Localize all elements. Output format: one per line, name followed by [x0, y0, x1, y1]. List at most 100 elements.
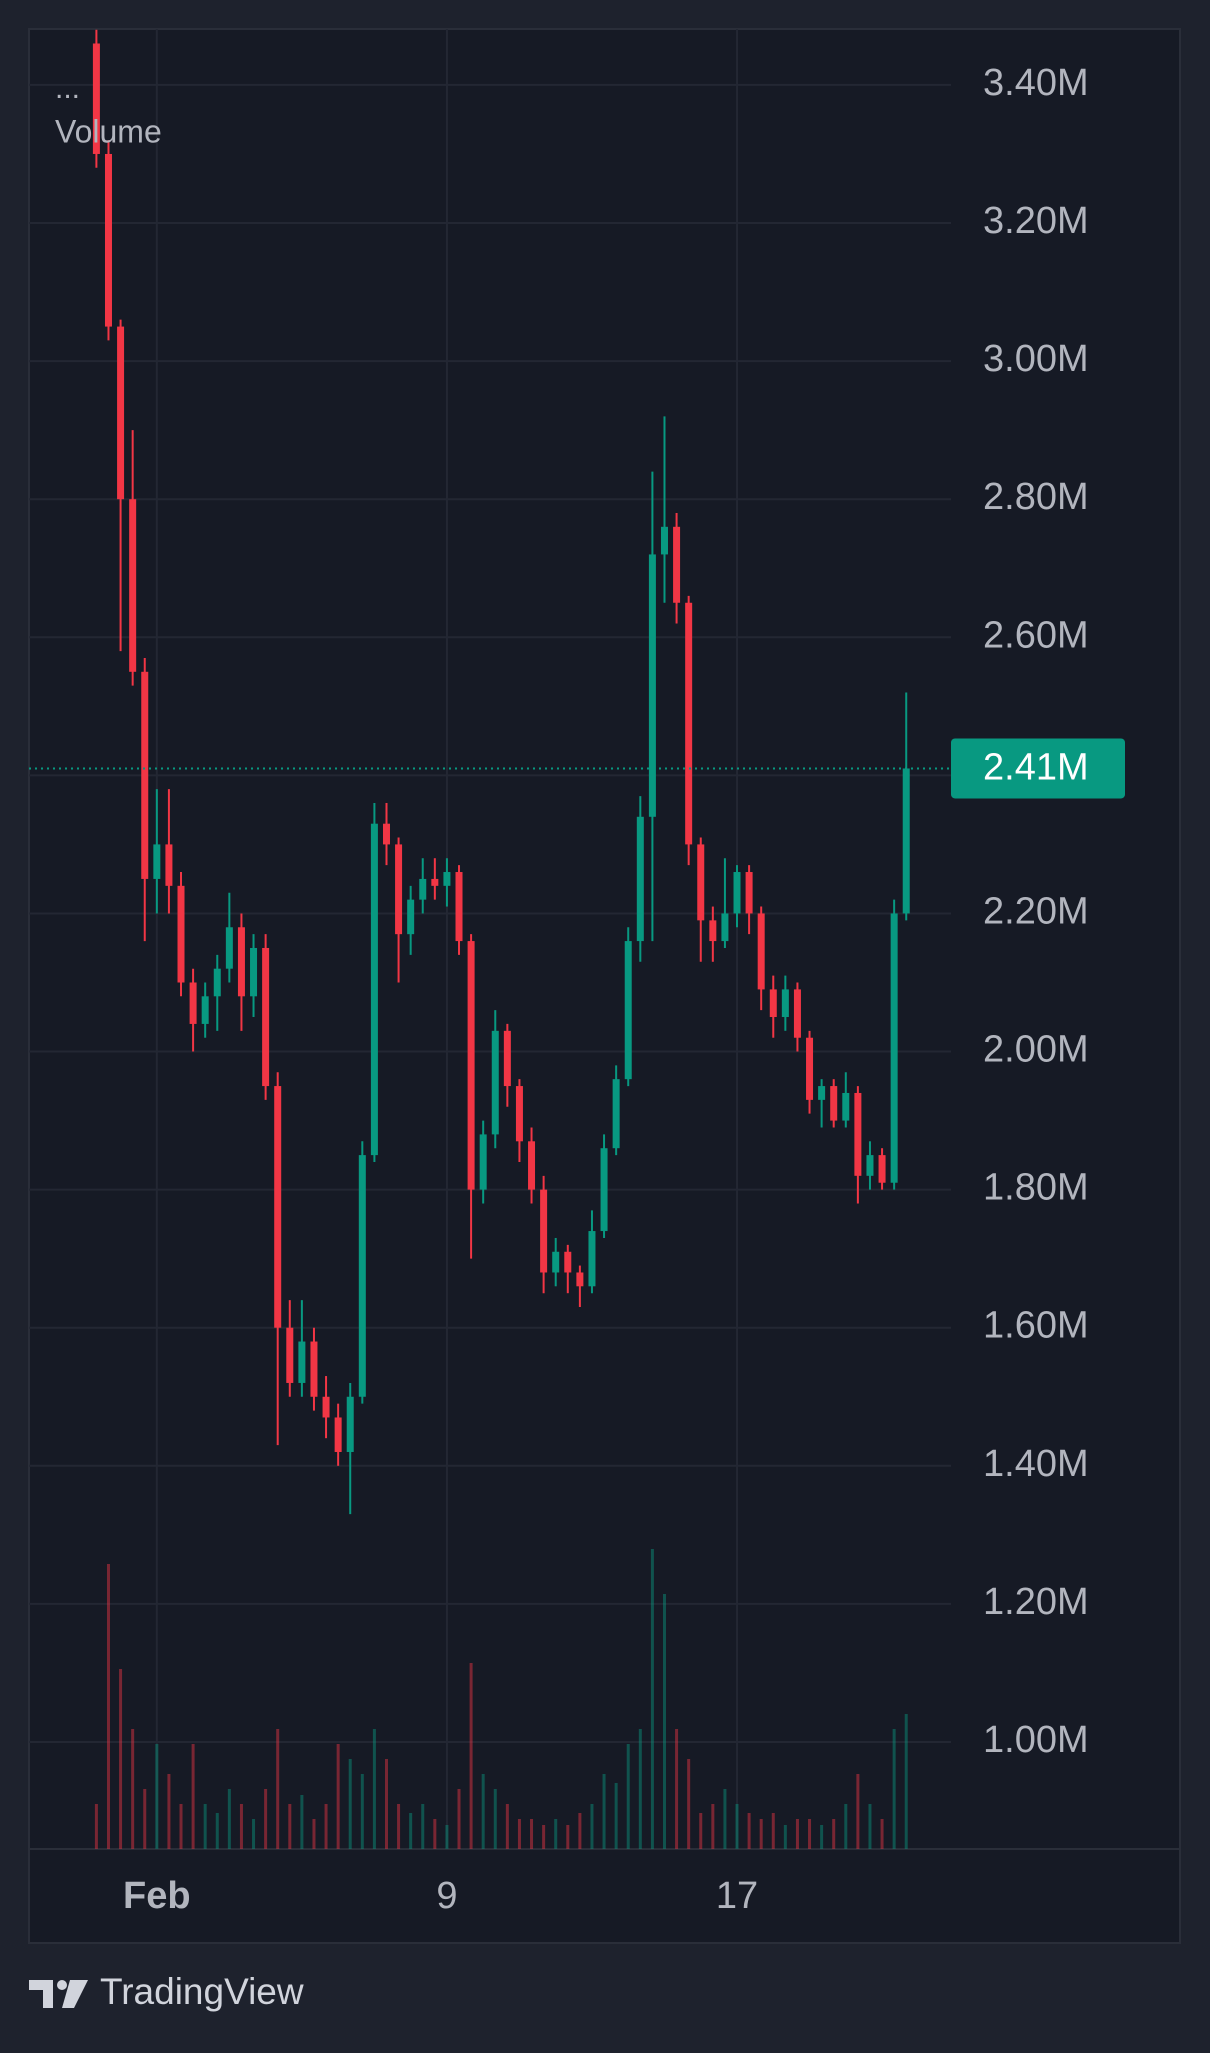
volume-bar — [820, 1825, 824, 1849]
candle-body — [262, 947, 270, 1087]
volume-bar — [723, 1789, 727, 1849]
candle-body — [697, 844, 705, 921]
volume-bar — [880, 1819, 884, 1849]
volume-bar — [699, 1813, 703, 1849]
volume-bar — [421, 1804, 425, 1849]
brand-logo — [29, 1980, 88, 2008]
candle-body — [685, 602, 693, 845]
candle-body — [479, 1134, 487, 1190]
candle-body — [588, 1231, 596, 1287]
candles — [29, 29, 951, 1515]
volume-bar — [735, 1804, 739, 1849]
volume-bar — [808, 1819, 812, 1849]
volume-bar — [167, 1774, 171, 1849]
x-tick-label: 9 — [436, 1875, 457, 1917]
candle-body — [201, 996, 209, 1024]
legend-volume: Volume — [55, 113, 162, 149]
candle-body — [370, 823, 378, 1156]
volume-pane — [94, 1549, 908, 1849]
candle-body — [842, 1092, 850, 1121]
candle-body — [769, 989, 777, 1018]
volume-bar — [131, 1729, 135, 1849]
candle-body — [177, 885, 185, 983]
volume-bar — [771, 1813, 775, 1849]
candle-body — [455, 872, 463, 942]
candle-body — [129, 499, 137, 672]
volume-bar — [469, 1663, 473, 1849]
y-tick-label: 2.80M — [983, 476, 1089, 518]
volume-bar — [493, 1789, 497, 1849]
candle-body — [334, 1417, 342, 1452]
candle-body — [830, 1086, 838, 1121]
volume-bar — [155, 1744, 159, 1849]
y-tick-label: 1.40M — [983, 1443, 1089, 1485]
volume-bar — [566, 1825, 570, 1849]
y-tick-label: 2.00M — [983, 1029, 1089, 1071]
candle-body — [709, 920, 717, 942]
volume-bar — [119, 1669, 123, 1849]
volume-bar — [372, 1729, 376, 1849]
legend-more[interactable]: ... — [55, 72, 80, 105]
candle-body — [660, 526, 668, 555]
volume-bar — [191, 1744, 195, 1849]
volume-bar — [276, 1729, 280, 1849]
candle-body — [467, 941, 475, 1190]
volume-bar — [384, 1759, 388, 1849]
volume-bar — [602, 1774, 606, 1849]
volume-bar — [856, 1774, 860, 1849]
candle-body — [636, 816, 644, 942]
volume-bar — [481, 1774, 485, 1849]
candle-body — [382, 823, 390, 845]
volume-bar — [360, 1774, 364, 1849]
y-tick-label: 1.80M — [983, 1167, 1089, 1209]
candle-body — [540, 1189, 548, 1273]
volume-bar — [517, 1819, 521, 1849]
volume-bar — [348, 1759, 352, 1849]
x-tick-label: 17 — [716, 1875, 758, 1917]
candle-body — [757, 913, 765, 990]
volume-bar — [747, 1813, 751, 1849]
candle-body — [793, 989, 801, 1038]
volume-bar — [759, 1819, 763, 1849]
volume-bar — [252, 1819, 256, 1849]
volume-bar — [868, 1804, 872, 1849]
candle-body — [395, 844, 403, 935]
candle-body — [733, 872, 741, 914]
last-price-box — [951, 738, 1125, 799]
candle-body — [298, 1341, 306, 1383]
candle-body — [189, 982, 197, 1024]
candle-body — [878, 1155, 886, 1183]
volume-bar — [264, 1789, 268, 1849]
volume-bar — [626, 1744, 630, 1849]
volume-bar — [844, 1804, 848, 1849]
candle-body — [165, 844, 173, 886]
candle-body — [431, 878, 439, 886]
volume-bar — [433, 1819, 437, 1849]
candle-body — [648, 554, 656, 817]
candle-body — [310, 1341, 318, 1397]
volume-bar — [179, 1804, 183, 1849]
volume-bar — [106, 1564, 110, 1849]
y-tick-label: 3.40M — [983, 62, 1089, 104]
candle-body — [358, 1155, 366, 1397]
volume-bar — [203, 1804, 207, 1849]
volume-bar — [614, 1783, 618, 1849]
candle-body — [818, 1086, 826, 1100]
candle-body — [673, 526, 681, 603]
candle-body — [274, 1086, 282, 1328]
brand-name: TradingView — [100, 1971, 304, 2012]
candle-body — [491, 1030, 499, 1135]
candle-body — [806, 1037, 814, 1100]
volume-bar — [445, 1825, 449, 1849]
candle-body — [866, 1155, 874, 1176]
volume-bar — [239, 1804, 243, 1849]
volume-bar — [312, 1819, 316, 1849]
y-tick-label: 1.60M — [983, 1305, 1089, 1347]
candle-body — [419, 878, 427, 900]
candle-body — [443, 872, 451, 886]
candle-body — [141, 671, 149, 879]
candle-body — [624, 941, 632, 1080]
volume-bar — [94, 1804, 98, 1849]
candle-body — [576, 1272, 584, 1287]
volume-bar — [542, 1825, 546, 1849]
